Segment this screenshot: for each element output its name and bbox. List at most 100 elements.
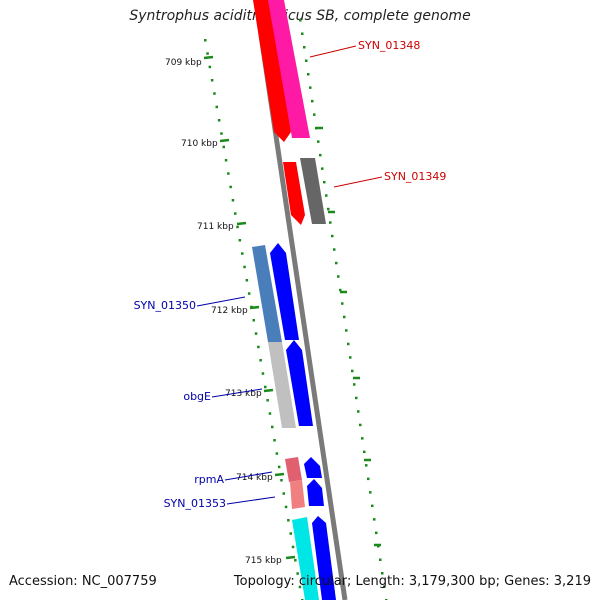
- scale-dot: [291, 545, 295, 549]
- gene-feature-obge-a[interactable]: [268, 342, 296, 428]
- scale-dot: [287, 519, 290, 522]
- scale-dot: [224, 159, 228, 162]
- scale-dot: [325, 194, 328, 197]
- gene-label-rpma[interactable]: rpmA: [194, 473, 224, 486]
- scale-dot: [280, 479, 283, 482]
- scale-dot: [331, 234, 334, 238]
- scale-dot: [383, 585, 386, 588]
- scale-dot: [361, 437, 364, 440]
- gene-feature-syn01350-b[interactable]: [270, 243, 299, 340]
- scale-dot: [381, 572, 384, 575]
- gene-feature-syn01349-a[interactable]: [283, 162, 305, 225]
- scale-label-714: 714 kbp: [236, 473, 273, 483]
- scale-dot: [252, 319, 255, 322]
- gene-feature-cyan[interactable]: [292, 517, 319, 600]
- scale-dot: [259, 359, 262, 362]
- scale-dot: [222, 145, 225, 149]
- gene-feature-syn01353-b[interactable]: [307, 479, 324, 506]
- scale-dot: [229, 185, 232, 189]
- gene-feature-syn01350-a[interactable]: [252, 245, 282, 342]
- gene-feature-obge-b[interactable]: [286, 340, 313, 426]
- scale-dot: [333, 248, 336, 251]
- scale-dot: [227, 172, 230, 175]
- scale-dot: [296, 572, 299, 575]
- scale-dot: [359, 423, 362, 427]
- gene-feature-rpma-b[interactable]: [290, 480, 305, 509]
- scale-major-tick: [249, 305, 260, 310]
- scale-dot: [311, 99, 314, 103]
- gene-label-syn01348[interactable]: SYN_01348: [358, 39, 420, 52]
- scale-dot: [375, 531, 378, 535]
- scale-dot: [307, 73, 310, 76]
- scale-dot: [317, 140, 320, 143]
- scale-dot: [319, 153, 322, 157]
- feature-group-middle: [252, 243, 313, 428]
- scale-dot: [309, 86, 312, 89]
- scale-dot: [268, 412, 272, 415]
- gene-feature-syn01348-b[interactable]: [268, 0, 310, 138]
- scale-dot: [217, 119, 221, 122]
- scale-dot: [247, 292, 251, 295]
- scale-dot: [204, 39, 207, 42]
- scale-dot: [213, 92, 216, 95]
- scale-dot: [323, 180, 326, 184]
- scale-dot: [355, 396, 358, 400]
- map-title: Syntrophus aciditrophicus SB, complete g…: [129, 8, 471, 24]
- scale-label-712: 712 kbp: [211, 306, 248, 316]
- scale-dot: [273, 439, 276, 442]
- feature-group-bottom: [285, 457, 336, 600]
- feature-group-top: [253, 0, 326, 225]
- scale-dot: [345, 329, 348, 332]
- gene-feature-syn01349-b[interactable]: [300, 158, 326, 224]
- scale-dot: [365, 464, 368, 467]
- scale-dot: [294, 559, 297, 562]
- scale-dot: [347, 342, 350, 346]
- scale-label-715: 715 kbp: [245, 556, 282, 566]
- gene-label-syn01353[interactable]: SYN_01353: [164, 497, 226, 510]
- scale-dot: [206, 52, 209, 55]
- gene-feature-syn01353-a[interactable]: [304, 457, 322, 478]
- topology-text: Topology: circular; Length: 3,179,300 bp…: [233, 574, 591, 589]
- scale-dot: [298, 585, 302, 589]
- scale-major-tick: [203, 55, 214, 60]
- scale-dot: [284, 505, 288, 509]
- scale-dot: [301, 32, 304, 35]
- gene-feature-rpma-a[interactable]: [285, 457, 302, 482]
- scale-dot: [329, 221, 332, 224]
- gene-feature-blue-bottom[interactable]: [312, 516, 336, 600]
- gene-label-syn01350[interactable]: SYN_01350: [134, 299, 196, 312]
- leader-lines: [196, 45, 383, 505]
- leader-rpma: [224, 471, 273, 481]
- gene-feature-syn01348-a[interactable]: [253, 0, 291, 142]
- gene-label-syn01349[interactable]: SYN_01349: [384, 170, 446, 183]
- scale-dot: [245, 279, 249, 282]
- scale-dot: [349, 356, 352, 359]
- scale-dot: [241, 252, 244, 255]
- scale-major-tick: [236, 221, 247, 226]
- scale-label-713: 713 kbp: [225, 389, 262, 399]
- scale-dot: [275, 452, 279, 455]
- gene-label-obge[interactable]: obgE: [183, 390, 211, 403]
- scale-major-tick: [285, 555, 296, 560]
- scale-dot: [373, 518, 376, 521]
- scale-dot: [363, 450, 366, 454]
- scale-major-tick: [263, 388, 274, 393]
- scale-major-tick: [274, 472, 285, 477]
- scale-dot: [353, 383, 356, 386]
- scale-dot: [337, 275, 340, 278]
- scale-label-709: 709 kbp: [165, 58, 202, 68]
- scale-dot: [299, 19, 302, 22]
- scale-dot: [371, 504, 374, 508]
- accession-text: Accession: NC_007759: [9, 574, 157, 589]
- scale-label-710: 710 kbp: [181, 139, 218, 149]
- leader-syn01349: [333, 176, 383, 188]
- scale-dot: [357, 410, 360, 413]
- leader-obge: [211, 388, 263, 398]
- scale-dot: [266, 399, 269, 402]
- scale-dot: [339, 288, 342, 292]
- scale-dot: [238, 239, 242, 242]
- scale-dot: [313, 113, 316, 116]
- scale-dot: [254, 332, 258, 335]
- scale-dot: [289, 532, 292, 535]
